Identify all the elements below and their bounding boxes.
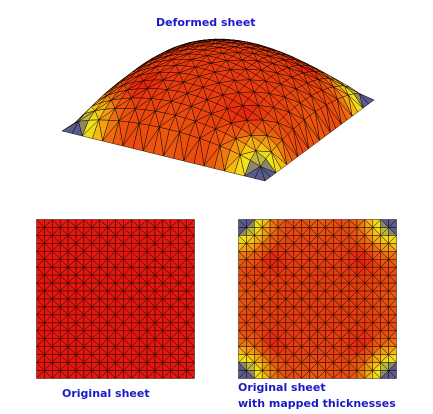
original-sheet-triangle — [123, 370, 132, 379]
mapped-sheet-caption-line1: Original sheet — [238, 381, 326, 394]
deformed-sheet-triangle — [173, 132, 185, 162]
mapped-thickness-mesh — [238, 219, 397, 379]
mapped-sheet-triangle — [372, 370, 381, 379]
deformed-sheet-triangle — [132, 123, 144, 152]
deformed-sheet-triangle — [153, 126, 164, 157]
original-sheet-triangle — [154, 370, 164, 379]
mapped-sheet-triangle — [293, 370, 302, 379]
original-sheet-caption: Original sheet — [62, 387, 150, 400]
mapped-sheet-triangle — [246, 370, 255, 379]
mapped-sheet-triangle — [261, 370, 271, 379]
original-sheet-mesh — [36, 219, 195, 379]
mapped-sheet-triangle — [309, 370, 318, 379]
deformed-sheet-mesh — [61, 38, 375, 182]
deformed-sheet-caption: Deformed sheet — [156, 16, 256, 29]
deformed-sheet-triangle — [193, 138, 205, 167]
mapped-sheet-triangle — [325, 370, 334, 379]
original-sheet-triangle — [170, 370, 179, 379]
mapped-sheet-triangle — [356, 370, 366, 379]
original-sheet-triangle — [186, 370, 195, 379]
mapped-sheet-triangle — [388, 370, 397, 379]
mapped-sheet-triangle — [277, 370, 287, 379]
mapped-sheet-caption-line2: with mapped thicknesses — [238, 397, 396, 410]
deformed-sheet-triangle — [92, 119, 103, 142]
original-sheet-triangle — [75, 370, 85, 379]
deformed-sheet-triangle — [112, 120, 124, 147]
deformed-sheet-triangle — [254, 166, 266, 182]
deformed-sheet-triangle — [234, 154, 245, 177]
original-sheet-elements — [36, 219, 195, 379]
deformed-sheet-elements — [61, 38, 375, 182]
deformed-sheet-triangle — [71, 121, 83, 137]
mapped-sheet-elements — [238, 219, 397, 379]
original-sheet-triangle — [138, 370, 148, 379]
original-sheet-triangle — [44, 370, 53, 379]
mapped-sheet-triangle — [340, 370, 350, 379]
deformed-sheet-triangle — [214, 145, 225, 172]
original-sheet-triangle — [59, 370, 69, 379]
original-sheet-triangle — [107, 370, 116, 379]
original-sheet-triangle — [91, 370, 100, 379]
